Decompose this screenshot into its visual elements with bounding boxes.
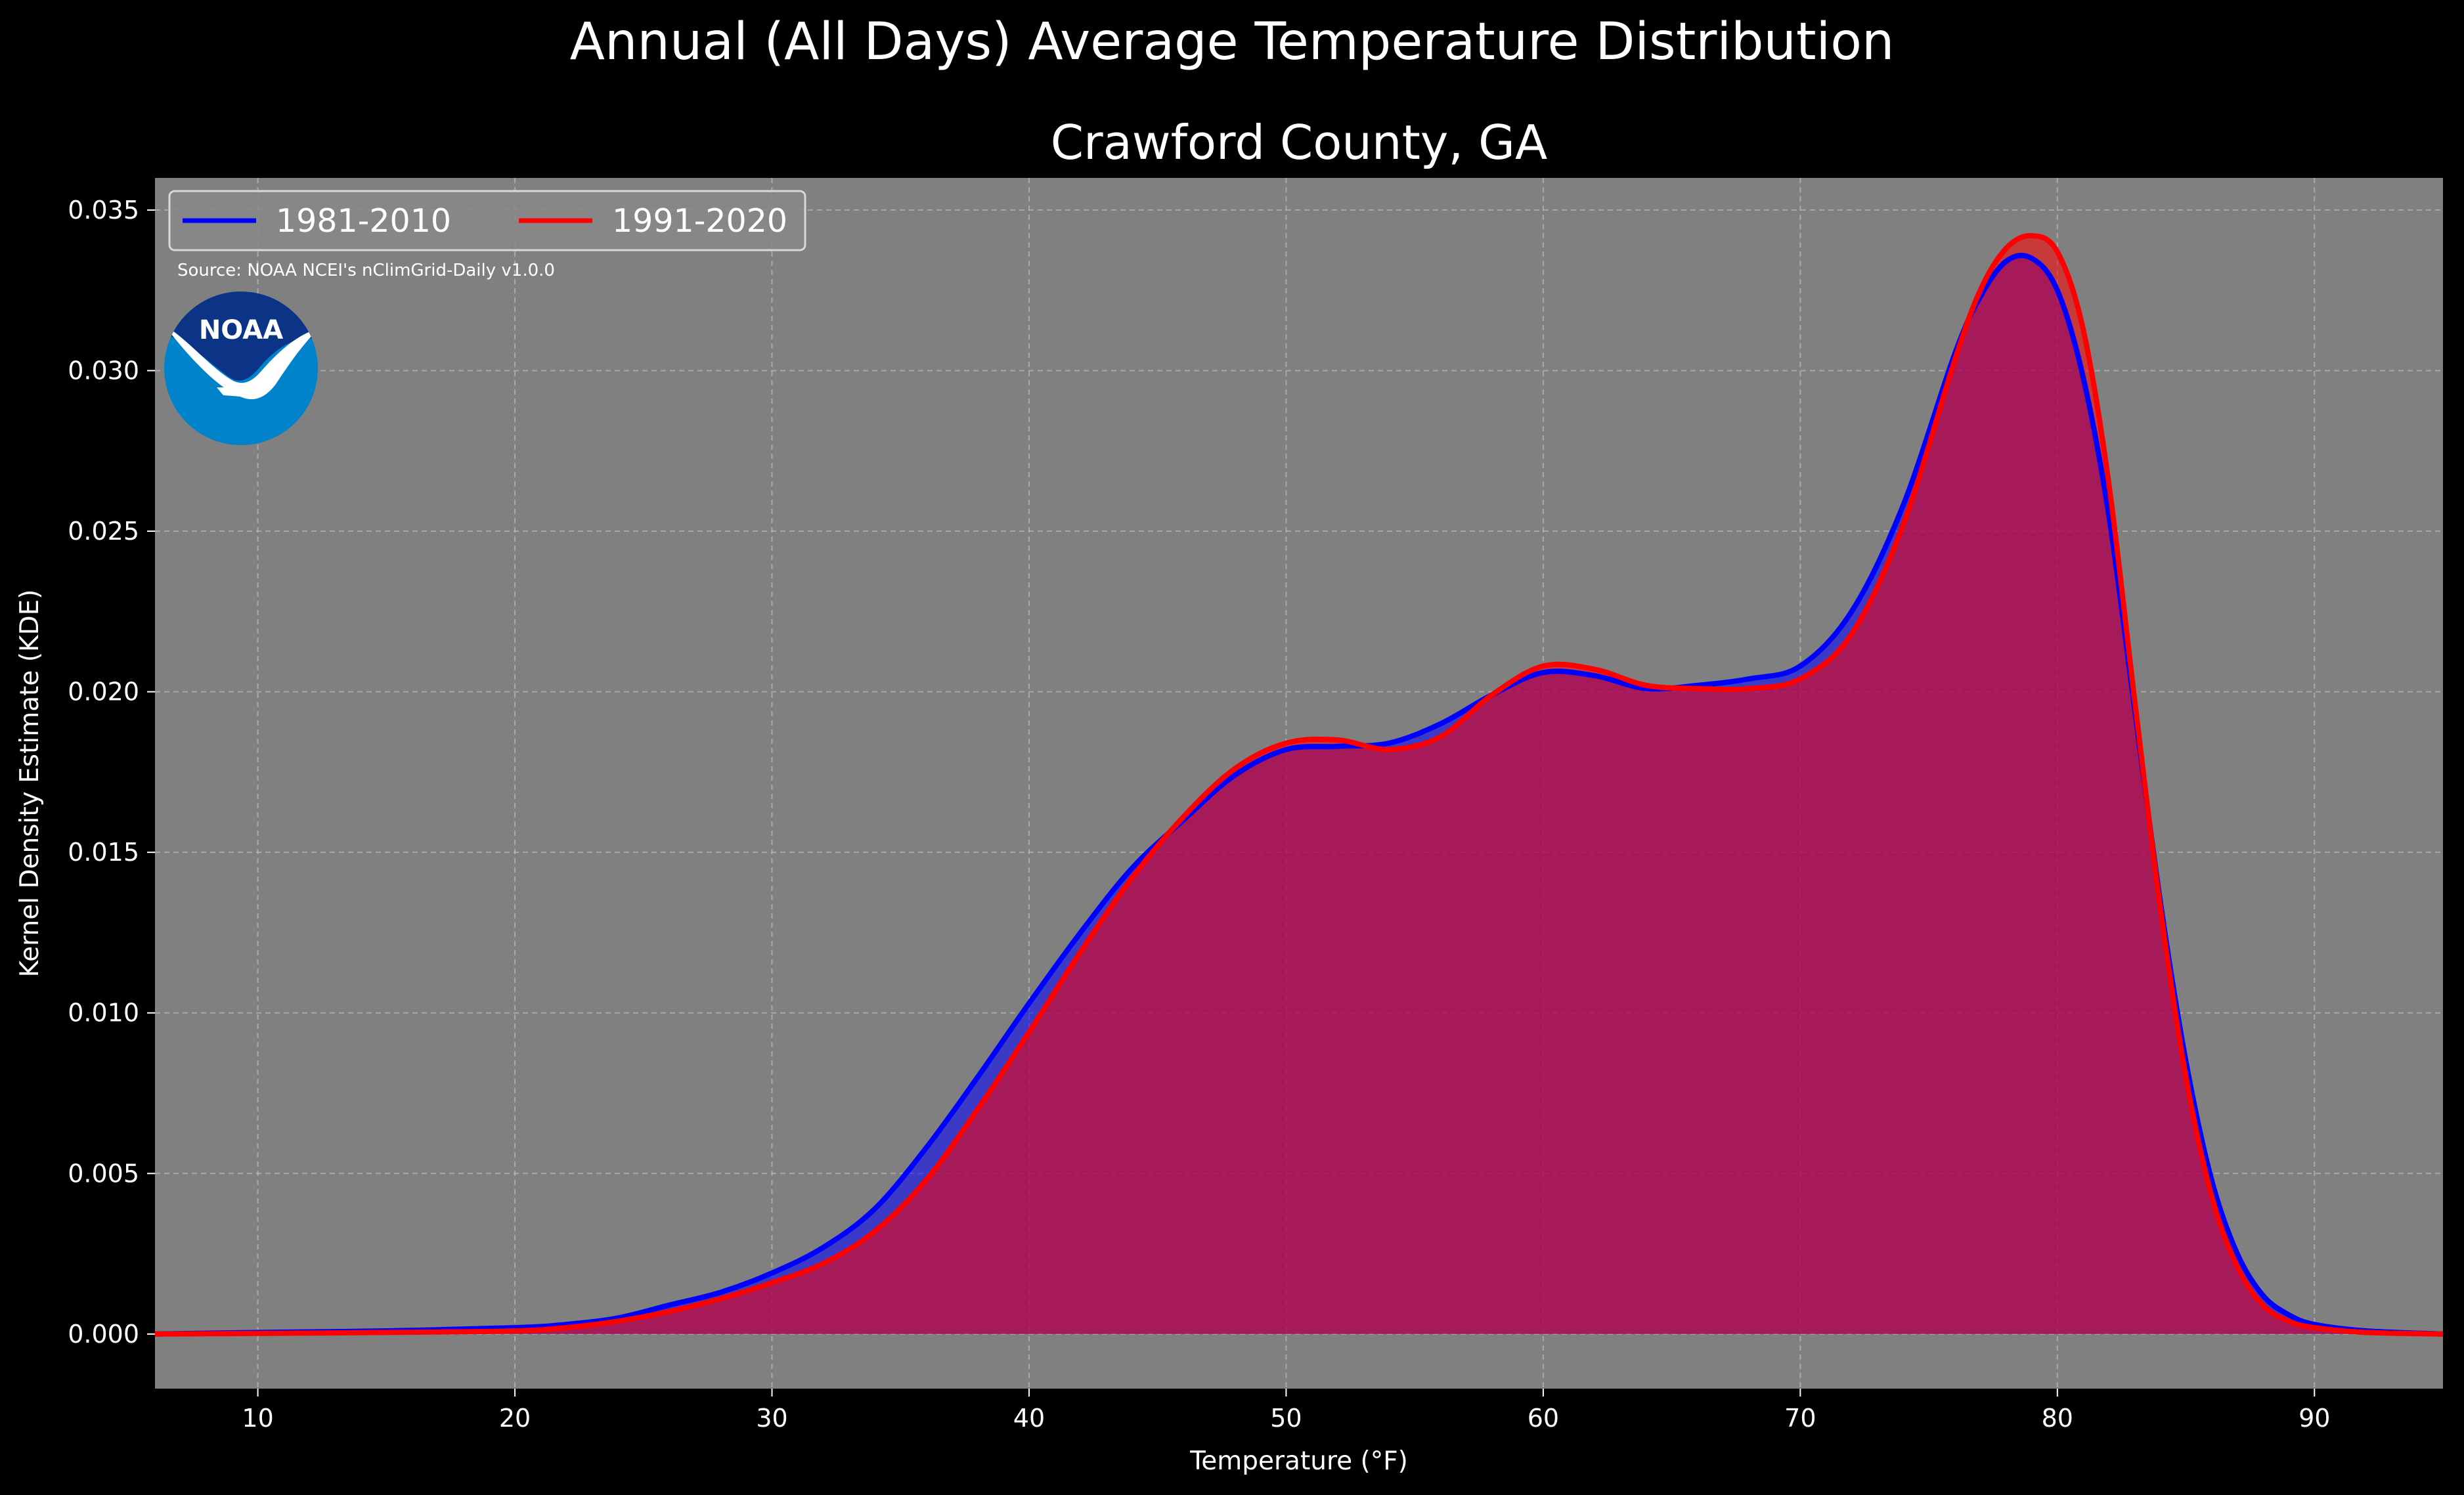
legend-label-1981-2010: 1981-2010 [276,202,451,240]
source-note: Source: NOAA NCEI's nClimGrid-Daily v1.0… [177,261,555,280]
logo-seagull-tail [217,387,259,397]
y-tick-label: 0.005 [68,1159,139,1188]
x-tick-label: 10 [242,1404,273,1433]
series-areas [155,235,2443,1334]
chart-subtitle: Crawford County, GA [1051,115,1547,170]
y-tick-label: 0.025 [68,517,139,546]
logo-seagull-icon [164,325,318,400]
x-tick-label: 30 [756,1404,787,1433]
series-area-1991-2020 [155,235,2443,1334]
x-tick-label: 50 [1270,1404,1302,1433]
plot-area [154,178,2444,1389]
y-axis-label: Kernel Density Estimate (KDE) [15,590,45,978]
y-tick-label: 0.035 [68,196,139,225]
series-lines [154,232,2444,1337]
logo-wordmark: NOAA [199,315,283,345]
x-tick-label: 90 [2299,1404,2330,1433]
legend-label-1991-2020: 1991-2020 [612,202,787,240]
y-tick-label: 0.030 [68,356,139,385]
series-line-1991-2020 [154,232,2444,1337]
logo-upper-field [164,292,318,381]
x-tick-label: 70 [1784,1404,1816,1433]
x-axis-label: Temperature (°F) [1189,1446,1408,1476]
y-tick-label: 0.020 [68,678,139,706]
y-axis: 0.000 0.005 0.010 0.015 0.020 0.025 0.030 0.035 [68,196,155,1349]
y-tick-label: 0.010 [68,999,139,1028]
legend-frame [168,190,806,251]
legend: 1981-2010 1991-2020 [168,190,806,251]
x-tick-label: 80 [2042,1404,2073,1433]
y-tick-label: 0.000 [68,1320,139,1349]
x-tick-label: 60 [1528,1404,1559,1433]
x-tick-label: 40 [1013,1404,1045,1433]
chart-title: Annual (All Days) Average Temperature Di… [570,12,1895,72]
x-tick-label: 20 [499,1404,531,1433]
y-tick-label: 0.015 [68,838,139,867]
x-axis: 10 20 30 40 50 60 70 80 90 [242,1389,2330,1433]
noaa-logo: NOAA [164,292,318,445]
